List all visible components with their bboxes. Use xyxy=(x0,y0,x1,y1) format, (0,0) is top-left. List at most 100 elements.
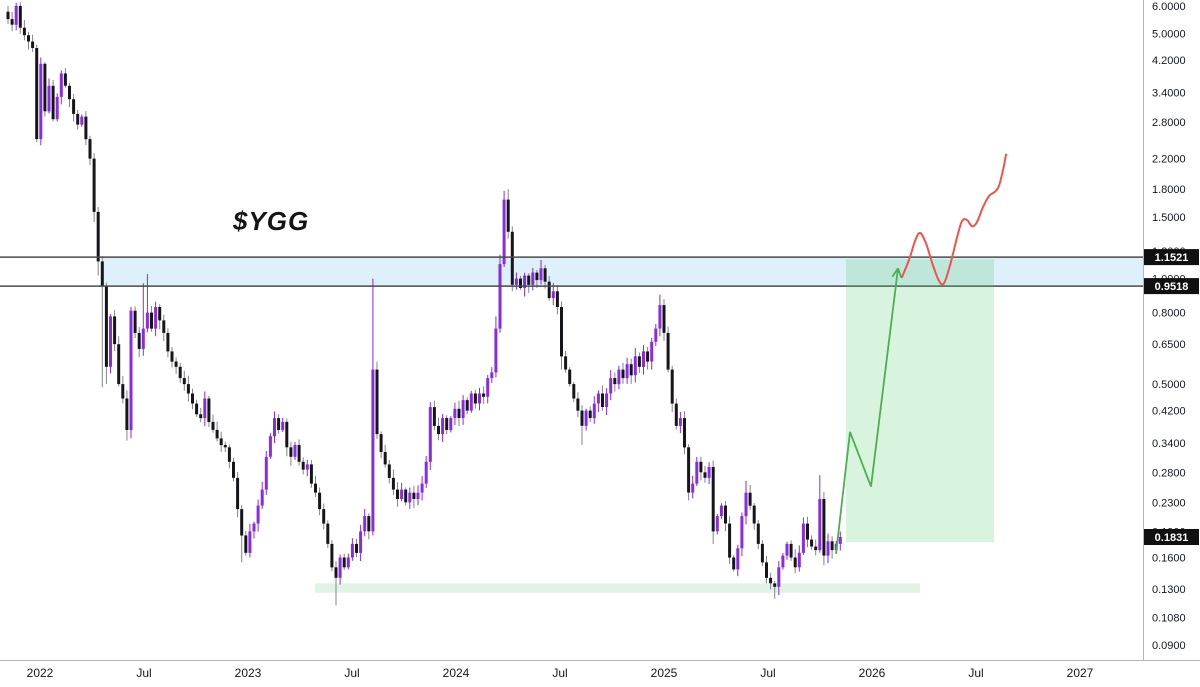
candle-body xyxy=(18,5,22,28)
candle-body xyxy=(748,492,752,506)
breakout-arrow[interactable] xyxy=(835,268,899,554)
long-position-box[interactable] xyxy=(846,259,994,543)
price-tick-label: 0.2300 xyxy=(1152,497,1186,509)
candle-body xyxy=(670,369,674,404)
time-axis[interactable]: 2022 Jul 2023 Jul 2024 Jul 2025 Jul 2026 Jul 2027 xyxy=(27,666,1094,680)
candle-body xyxy=(203,398,207,419)
candle-body xyxy=(219,438,223,446)
candle xyxy=(703,466,707,483)
candle-body xyxy=(736,548,740,570)
price-badge-text: 0.9518 xyxy=(1155,281,1189,293)
candle xyxy=(490,367,494,384)
candle xyxy=(195,399,199,417)
candle-body xyxy=(375,369,379,435)
candle-body xyxy=(539,268,543,281)
candle-body xyxy=(801,523,805,553)
candle xyxy=(223,441,227,453)
candle xyxy=(18,2,22,34)
candle xyxy=(141,283,145,356)
candle-body xyxy=(100,261,104,287)
candle-body xyxy=(297,445,301,462)
candle xyxy=(818,475,822,553)
candle xyxy=(96,207,100,276)
candle xyxy=(391,469,395,495)
candle-body xyxy=(166,332,170,352)
price-axis[interactable]: 6.0000 5.0000 4.2000 3.4000 2.8000 2.2000 1.80… xyxy=(1144,1,1199,652)
candle xyxy=(519,275,522,290)
candle-body xyxy=(601,393,604,407)
candle xyxy=(72,94,76,122)
candle xyxy=(330,540,334,572)
time-tick-label: 2022 xyxy=(27,666,54,680)
supply-zone-rectangle[interactable] xyxy=(103,257,1143,287)
candle-body xyxy=(683,418,686,448)
time-tick-label: Jul xyxy=(344,666,359,680)
candle xyxy=(539,260,543,285)
candle xyxy=(437,417,440,441)
candle-body xyxy=(560,307,563,357)
candle-body xyxy=(68,85,71,100)
candle xyxy=(27,31,30,50)
price-badge-last-price: 0.1831 xyxy=(1144,529,1199,545)
candle-body xyxy=(810,539,814,547)
candle-body xyxy=(826,541,830,556)
price-tick-label: 0.3400 xyxy=(1152,438,1186,450)
candle xyxy=(297,439,301,466)
candle-body xyxy=(744,492,748,517)
time-tick-label: Jul xyxy=(552,666,567,680)
candle-body xyxy=(330,543,334,568)
candle xyxy=(601,385,604,411)
candle-body xyxy=(191,393,194,404)
candle-body xyxy=(699,461,703,473)
candle xyxy=(277,414,281,434)
candle-body xyxy=(80,116,84,125)
candle-body xyxy=(498,264,502,329)
time-tick-label: Jul xyxy=(136,666,151,680)
candle-body xyxy=(178,366,182,379)
candle xyxy=(301,457,305,475)
candle xyxy=(527,273,531,293)
candle-body xyxy=(14,5,18,25)
candle-body xyxy=(273,418,276,437)
candle-body xyxy=(773,583,777,587)
price-badge-background xyxy=(1144,249,1199,266)
candle xyxy=(715,514,719,535)
candle xyxy=(121,376,125,404)
candle-body xyxy=(818,499,822,551)
candle xyxy=(724,501,727,532)
candle-body xyxy=(465,400,469,411)
candle-body xyxy=(564,356,568,370)
candle xyxy=(822,492,826,566)
candle xyxy=(760,540,764,566)
candle xyxy=(752,503,756,530)
candle-body xyxy=(678,418,682,426)
candle-body xyxy=(576,398,580,411)
candle xyxy=(793,549,797,574)
candle xyxy=(646,346,650,370)
candle xyxy=(633,348,637,383)
candle-body xyxy=(482,393,486,397)
candle-body xyxy=(125,398,129,430)
projection-curve[interactable] xyxy=(901,153,1007,286)
candle-body xyxy=(174,361,178,367)
candle xyxy=(322,503,326,530)
candle-body xyxy=(646,351,650,362)
candle xyxy=(174,357,178,374)
candle-body xyxy=(703,472,707,478)
candle xyxy=(453,402,457,425)
price-tick-label: 4.2000 xyxy=(1152,55,1186,67)
candle xyxy=(117,336,121,387)
candle xyxy=(47,78,51,114)
candle xyxy=(650,337,654,370)
demand-zone-strip[interactable] xyxy=(315,583,920,593)
candle xyxy=(289,441,293,466)
candle xyxy=(642,345,645,375)
candle xyxy=(129,307,133,439)
candle-body xyxy=(186,384,190,394)
candle-body xyxy=(523,275,527,288)
candle-body xyxy=(170,351,174,362)
candle-body xyxy=(404,489,408,503)
symbol-label: $YGG xyxy=(233,206,310,236)
